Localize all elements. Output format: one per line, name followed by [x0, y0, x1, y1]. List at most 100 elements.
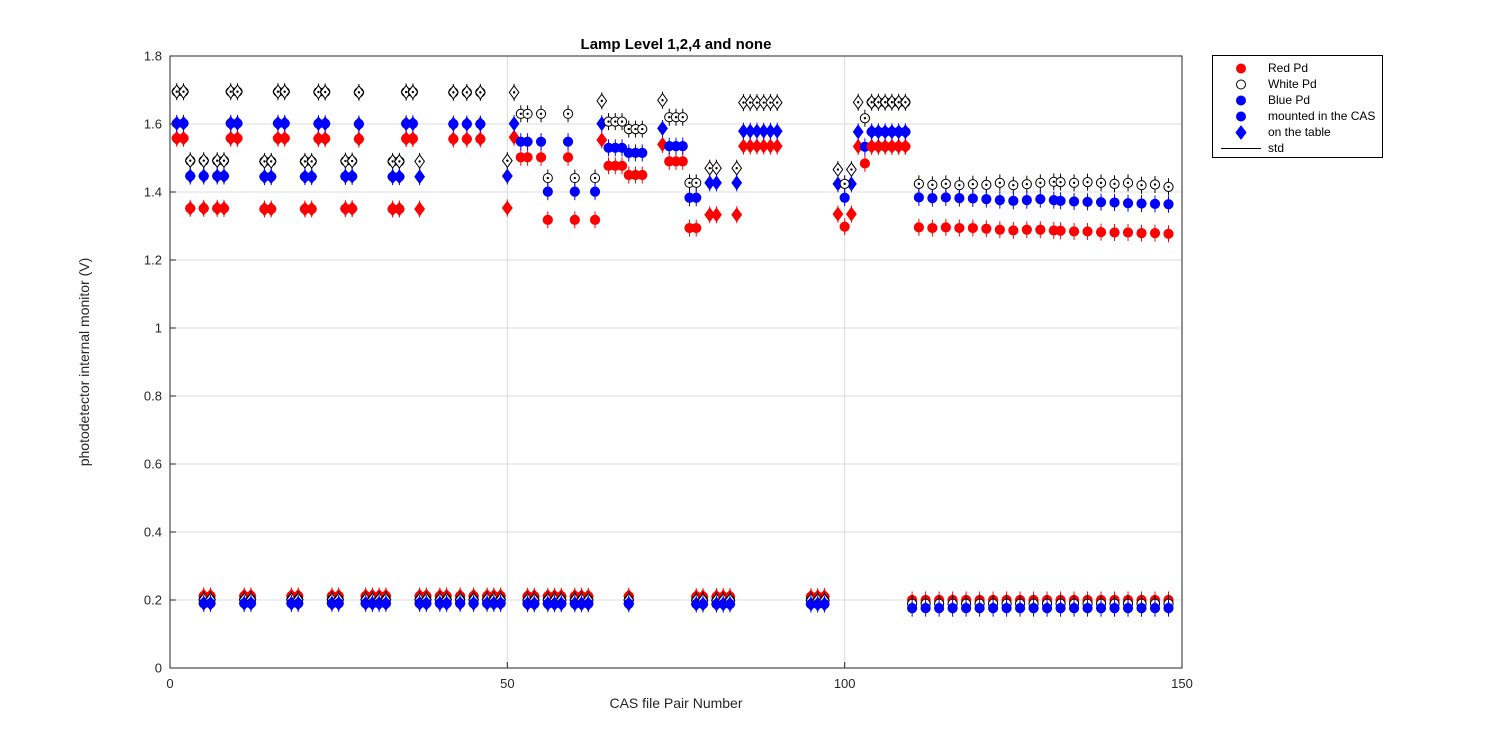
data-point-blue — [940, 188, 951, 206]
data-point-blue — [1095, 599, 1107, 617]
legend-marker-circle-icon — [1236, 79, 1246, 89]
data-point-blue — [947, 599, 958, 617]
data-point-blue — [994, 191, 1005, 209]
legend-marker-circle-icon — [1236, 95, 1246, 105]
legend-marker-line-icon — [1221, 147, 1261, 149]
data-point-red — [1055, 222, 1066, 240]
data-point-blue — [697, 595, 709, 613]
data-point-red — [1021, 221, 1032, 239]
data-point-red — [637, 166, 648, 184]
data-point-blue — [987, 599, 999, 617]
data-point-red — [1035, 221, 1046, 239]
data-points — [171, 83, 1174, 617]
legend-item-3: mounted in the CAS — [1213, 108, 1382, 124]
data-point-blue — [1163, 599, 1174, 617]
data-point-white — [474, 83, 486, 101]
data-point-blue — [1082, 599, 1093, 617]
data-point-red — [501, 199, 513, 217]
data-point-blue — [184, 167, 196, 185]
data-point-red — [232, 129, 243, 147]
legend-item-1: White Pd — [1213, 76, 1382, 92]
data-point-red — [542, 211, 553, 229]
data-point-white — [535, 105, 547, 123]
data-point-red — [1095, 223, 1107, 241]
data-point-red — [1082, 222, 1093, 240]
data-point-red — [184, 199, 196, 217]
data-point-white — [1021, 175, 1032, 193]
data-point-white — [414, 152, 426, 170]
data-point-blue — [306, 168, 318, 186]
data-point-red — [198, 199, 210, 217]
data-point-blue — [501, 167, 513, 185]
y-tick-label: 0.4 — [144, 525, 162, 540]
data-point-red — [677, 152, 688, 170]
data-point-red — [407, 130, 419, 148]
data-point-blue — [927, 189, 938, 207]
data-point-white — [852, 93, 864, 111]
data-point-white — [225, 83, 237, 101]
data-point-blue — [279, 114, 291, 132]
data-point-blue — [1028, 599, 1039, 617]
legend-marker-circle-icon — [1236, 63, 1246, 73]
data-point-white — [407, 83, 419, 101]
data-point-red — [981, 220, 992, 238]
data-point-blue — [333, 594, 345, 612]
data-point-red — [657, 135, 668, 153]
data-point-red — [1136, 224, 1147, 242]
data-point-blue — [724, 595, 736, 613]
y-tick-label: 0.2 — [144, 593, 162, 608]
data-point-white — [508, 83, 520, 101]
legend-marker-diamond-icon — [1235, 124, 1247, 140]
y-tick-label: 0 — [155, 661, 162, 676]
data-point-blue — [569, 183, 580, 201]
data-point-red — [596, 131, 608, 149]
data-point-blue — [1014, 599, 1026, 617]
data-point-white — [306, 152, 318, 170]
data-point-blue — [907, 599, 918, 617]
data-point-blue — [535, 133, 547, 151]
data-point-blue — [582, 595, 594, 613]
legend-item-label: Blue Pd — [1268, 93, 1311, 107]
legend-item-label: std — [1268, 141, 1285, 155]
data-point-blue — [1149, 599, 1161, 617]
y-tick-label: 1.4 — [144, 185, 162, 200]
data-point-blue — [961, 599, 972, 617]
data-point-red — [832, 205, 844, 223]
data-point-red — [1122, 223, 1134, 241]
data-point-blue — [447, 115, 459, 133]
data-point-white — [940, 175, 951, 193]
chart-title: Lamp Level 1,2,4 and none — [580, 36, 772, 53]
data-point-blue — [1008, 192, 1019, 210]
data-point-blue — [1068, 599, 1080, 617]
data-point-white — [562, 105, 574, 123]
data-point-white — [677, 108, 688, 126]
data-point-red — [522, 148, 533, 166]
data-point-blue — [468, 594, 480, 612]
data-point-blue — [954, 189, 965, 207]
data-point-red — [927, 219, 938, 237]
data-point-blue — [677, 137, 688, 155]
data-point-white — [954, 176, 965, 194]
data-point-blue — [528, 595, 540, 613]
data-point-white — [967, 175, 978, 193]
data-point-blue — [441, 594, 453, 612]
tick-labels: 0 50 100 150 0 0.2 0.4 0.6 0.8 1 1.2 1.4 1.6 1.8 — [144, 49, 1193, 692]
y-tick-label: 1.8 — [144, 49, 162, 64]
data-point-blue — [542, 183, 553, 201]
data-point-blue — [1021, 191, 1032, 209]
data-point-white — [637, 120, 648, 138]
data-point-blue — [1001, 599, 1012, 617]
data-point-white — [279, 83, 291, 101]
data-point-white — [353, 83, 365, 101]
data-point-blue — [1136, 195, 1147, 213]
data-point-white — [1008, 176, 1019, 194]
data-point-blue — [1109, 194, 1120, 212]
data-point-blue — [178, 114, 189, 132]
data-point-red — [839, 218, 850, 236]
data-point-white — [1095, 174, 1107, 192]
data-point-blue — [346, 167, 358, 185]
data-point-red — [859, 154, 871, 172]
data-point-blue — [245, 594, 257, 612]
data-point-blue — [1068, 193, 1080, 211]
x-axis-label: CAS file Pair Number — [609, 695, 743, 711]
